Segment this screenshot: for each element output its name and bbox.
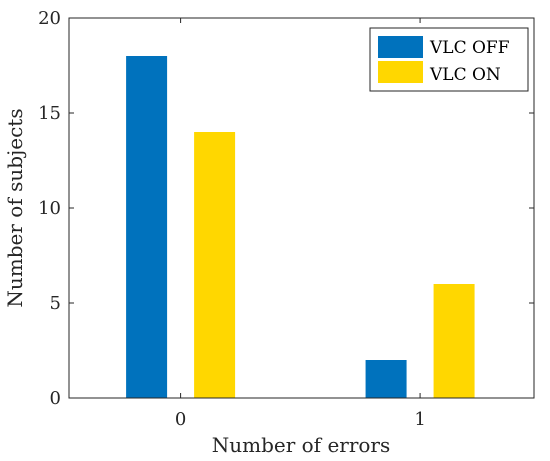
y-tick-label: 0 [50,388,61,409]
bar-vlc-off-0 [126,56,168,398]
y-tick-label: 5 [50,293,61,314]
y-tick-label: 15 [38,103,61,124]
legend-swatch-vlc-off [378,36,423,58]
bars-group [126,56,475,398]
bar-vlc-off-1 [365,360,407,398]
bar-vlc-on-0 [194,132,236,398]
x-tick-label: 1 [414,409,425,430]
x-tick-label: 0 [175,409,186,430]
y-tick-label: 20 [38,8,61,29]
legend-label-vlc-on: VLC ON [429,65,501,85]
x-axis-title: Number of errors [212,433,391,457]
plot-frame [68,17,535,399]
y-tick-label: 10 [38,198,61,219]
y-axis-title: Number of subjects [3,108,27,307]
y-axis-ticks: 0 5 10 15 20 [38,8,534,409]
legend: VLC OFF VLC ON [369,27,529,92]
legend-label-vlc-off: VLC OFF [429,38,510,58]
bar-vlc-on-1 [433,284,475,398]
legend-swatch-vlc-on [378,61,423,83]
